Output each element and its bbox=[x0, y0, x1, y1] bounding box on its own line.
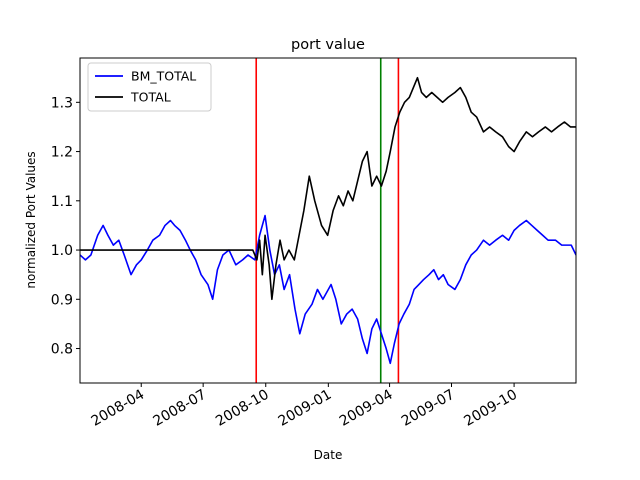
y-tick-label: 1.0 bbox=[51, 243, 73, 259]
y-tick-label: 1.1 bbox=[51, 194, 73, 210]
vertical-lines bbox=[255, 58, 400, 383]
legend-label: BM_TOTAL bbox=[131, 69, 196, 84]
legend: BM_TOTAL TOTAL bbox=[87, 62, 212, 112]
x-tick-label: 2009-01 bbox=[276, 387, 335, 430]
y-tick-label: 1.3 bbox=[51, 95, 73, 111]
y-axis: 0.8 0.9 1.0 1.1 1.2 1.3 bbox=[51, 95, 80, 358]
chart-title: port value bbox=[291, 37, 365, 53]
x-tick-label: 2008-04 bbox=[89, 387, 148, 430]
x-axis-label: Date bbox=[314, 448, 343, 462]
series-line-bm-total bbox=[80, 214, 576, 365]
legend-label: TOTAL bbox=[130, 90, 171, 105]
y-tick-label: 0.9 bbox=[51, 292, 73, 308]
x-axis: 2008-04 2008-07 2008-10 2009-01 2009-04 2009-… bbox=[89, 383, 520, 430]
x-tick-label: 2008-07 bbox=[150, 387, 209, 430]
y-axis-label: normalized Port Values bbox=[24, 151, 38, 288]
x-tick-label: 2009-04 bbox=[337, 387, 396, 430]
x-tick-label: 2008-10 bbox=[213, 387, 272, 430]
x-tick-label: 2009-07 bbox=[399, 387, 458, 430]
x-tick-label: 2009-10 bbox=[461, 387, 520, 430]
y-tick-label: 0.8 bbox=[51, 342, 73, 358]
series-lines bbox=[80, 76, 576, 365]
y-tick-label: 1.2 bbox=[51, 145, 73, 161]
legend-box bbox=[87, 62, 212, 112]
series-line-total bbox=[80, 76, 576, 301]
